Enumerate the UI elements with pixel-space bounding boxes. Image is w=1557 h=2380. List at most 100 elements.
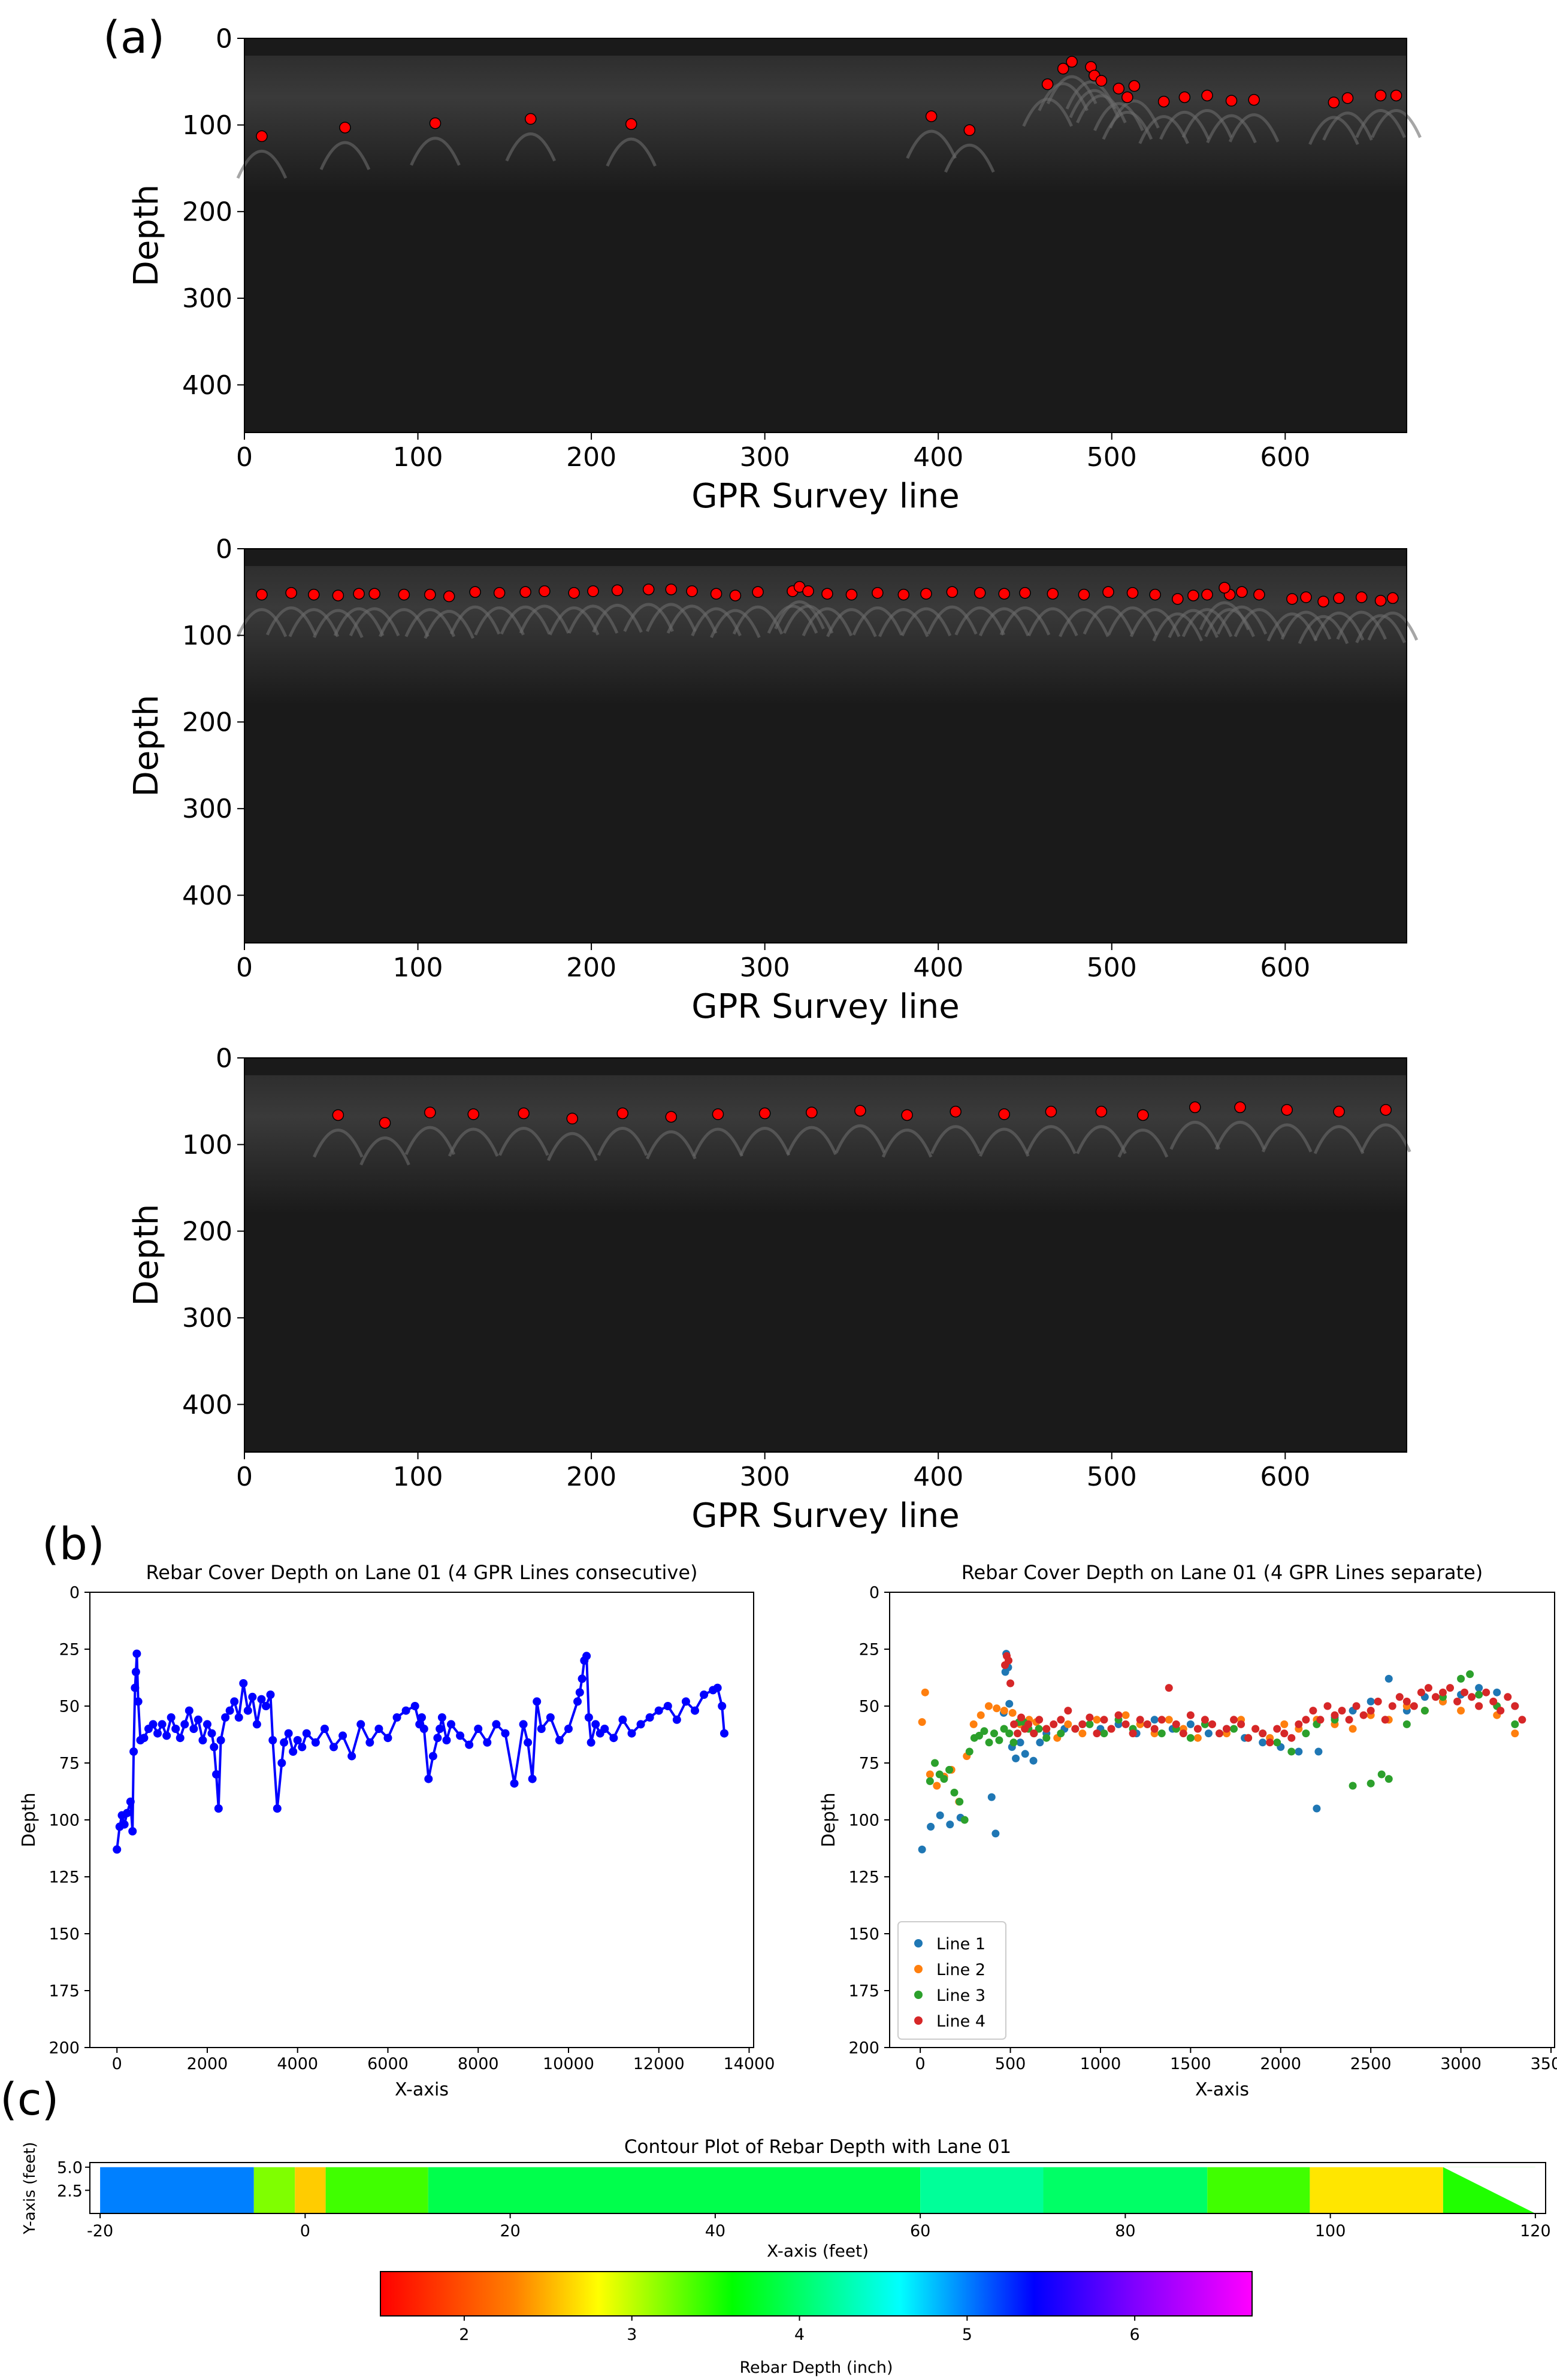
gpr1-hyperbola <box>906 129 957 159</box>
consecutive-point <box>202 1720 211 1729</box>
separate-point-line-1 <box>1036 1738 1044 1747</box>
consecutive-point <box>266 1691 275 1699</box>
consecutive-point <box>720 1729 729 1738</box>
legend-label: Line 3 <box>936 1986 985 2005</box>
contour-chart: Contour Plot of Rebar Depth with Lane 01… <box>21 2136 1551 2377</box>
separate-point-line-4 <box>1402 1697 1411 1705</box>
separate-point-line-2 <box>1511 1729 1519 1738</box>
separate-point-line-4 <box>1121 1720 1130 1728</box>
consecutive-point <box>277 1759 286 1767</box>
gpr2-hyperbola <box>802 607 853 637</box>
consecutive-point <box>176 1734 185 1743</box>
separate-point-line-3 <box>1511 1720 1519 1728</box>
gpr3-hyperbola <box>881 1129 933 1158</box>
separate-point-line-2 <box>1121 1711 1130 1719</box>
separate-point-line-4 <box>1316 1716 1325 1724</box>
gpr2-hyperbola <box>265 606 317 636</box>
gpr1-rebar-point <box>429 117 442 129</box>
gpr3-rebar-point <box>424 1106 436 1118</box>
consecutive-point <box>636 1720 645 1729</box>
consecutive-point <box>153 1729 162 1738</box>
gpr3-xtick-label: 500 <box>1087 1462 1137 1492</box>
gpr2-rebar-point <box>1253 588 1265 601</box>
separate-xtick-label: 1000 <box>1080 2055 1121 2073</box>
gpr2-hyperbola <box>592 604 643 633</box>
gpr1-hyperbola <box>1102 111 1153 140</box>
separate-point-line-1 <box>1259 1738 1267 1747</box>
gpr2-hyperbola <box>288 608 340 637</box>
separate-point-line-4 <box>1395 1693 1404 1701</box>
gpr2-rebar-point <box>897 588 910 601</box>
gpr1-ytick-label: 300 <box>182 283 232 314</box>
gpr2-hyperbola <box>782 604 834 634</box>
consecutive-ytick-label: 25 <box>59 1640 80 1659</box>
contour-ytick-label: 5.0 <box>57 2159 83 2178</box>
contour-xtick-label: 40 <box>705 2222 725 2240</box>
separate-point-line-4 <box>1511 1702 1519 1710</box>
separate-point-line-1 <box>1204 1729 1213 1738</box>
gpr2-rebar-point <box>752 586 764 598</box>
consecutive-point <box>663 1702 672 1710</box>
gpr1-ylabel: Depth <box>127 185 166 287</box>
separate-point-line-1 <box>1493 1688 1501 1696</box>
gpr2-hyperbola <box>474 606 525 636</box>
gpr3-hyperbola <box>546 1132 598 1162</box>
gpr3-rebar-point <box>1380 1104 1392 1116</box>
separate-point-line-2 <box>1280 1720 1289 1728</box>
gpr2-rebar-point <box>998 588 1010 600</box>
contour-xtick-label: 20 <box>500 2222 520 2240</box>
separate-point-line-4 <box>1017 1713 1026 1722</box>
consecutive-point <box>320 1725 329 1733</box>
consecutive-point <box>210 1743 219 1752</box>
separate-point-line-4 <box>1287 1734 1296 1742</box>
gpr1-rebar-point <box>1225 95 1238 107</box>
gpr1-hyperbola <box>236 150 288 179</box>
gpr3-rebar-point <box>1281 1104 1293 1116</box>
contour-xlabel: X-axis (feet) <box>767 2241 869 2261</box>
gpr2-rebar-point <box>973 587 986 599</box>
consecutive-xtick-label: 8000 <box>458 2055 499 2073</box>
separate-point-line-1 <box>1475 1684 1483 1692</box>
separate-point-line-2 <box>1093 1716 1101 1724</box>
gpr2-hyperbola <box>548 606 600 636</box>
gpr2-xtick-label: 0 <box>236 952 253 983</box>
separate-point-line-3 <box>1186 1734 1195 1742</box>
gpr1-xtick-label: 400 <box>913 442 963 473</box>
separate-point-line-4 <box>1381 1716 1389 1724</box>
separate-point-line-3 <box>1402 1720 1411 1728</box>
separate-point-line-4 <box>1251 1725 1260 1733</box>
gpr2-rebar-point <box>872 587 884 599</box>
gpr2-rebar-point <box>424 588 436 601</box>
separate-point-line-4 <box>1030 1729 1038 1738</box>
separate-point-line-4 <box>1050 1720 1058 1728</box>
contour-region <box>325 2167 428 2213</box>
gpr3-hyperbola <box>359 1136 410 1166</box>
separate-point-line-2 <box>976 1711 985 1719</box>
separate-point-line-4 <box>1010 1720 1018 1728</box>
contour-frame <box>89 2162 1546 2214</box>
gpr2-hyperbola <box>519 604 570 634</box>
gpr2-ylabel: Depth <box>127 695 166 797</box>
separate-point-line-4 <box>1107 1725 1115 1733</box>
consecutive-point <box>586 1738 595 1747</box>
separate-point-line-2 <box>1457 1707 1465 1715</box>
gpr3-rebar-point <box>665 1111 678 1123</box>
consecutive-ytick-label: 200 <box>49 2039 80 2057</box>
gpr2-rebar-point <box>920 588 932 600</box>
separate-point-line-3 <box>975 1731 984 1740</box>
separate-point-line-3 <box>1457 1674 1465 1683</box>
contour-xtick-label: 100 <box>1315 2222 1346 2240</box>
consecutive-point <box>546 1713 555 1722</box>
separate-point-line-4 <box>1295 1720 1303 1728</box>
consecutive-point <box>113 1845 122 1854</box>
separate-point-line-4 <box>1005 1656 1013 1665</box>
separate-ytick-label: 200 <box>848 2039 879 2057</box>
gpr2-rebar-point <box>443 590 455 603</box>
gpr3-hyperbola <box>930 1125 981 1154</box>
consecutive-point <box>519 1720 528 1729</box>
gpr1-hyperbola <box>1206 114 1257 144</box>
separate-point-line-3 <box>956 1798 964 1806</box>
consecutive-point <box>419 1725 428 1733</box>
separate-point-line-4 <box>1215 1729 1223 1738</box>
gpr1-hyperbola <box>1022 98 1073 127</box>
